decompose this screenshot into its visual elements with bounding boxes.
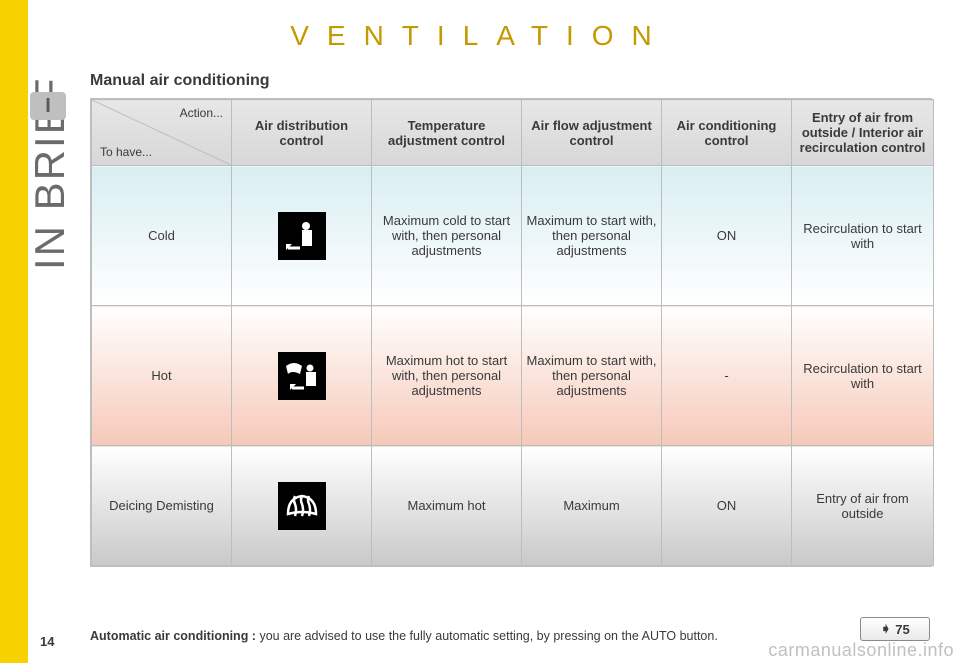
col-header: Air distribution control <box>232 100 372 166</box>
col-header: Air ﬂow adjustment control <box>522 100 662 166</box>
cell-text: Maximum to start with, then personal adj… <box>522 166 662 306</box>
accent-sidebar <box>0 0 28 663</box>
footnote-bold: Automatic air conditioning : <box>90 629 256 643</box>
cell-text: ON <box>662 446 792 566</box>
page-reference-link[interactable]: ➧ 75 <box>860 617 930 641</box>
table-header-row: Action... To have... Air distribution co… <box>92 100 934 166</box>
ventilation-table: Action... To have... Air distribution co… <box>90 98 932 567</box>
footnote: Automatic air conditioning : you are adv… <box>90 628 810 645</box>
col-header: Air conditioning control <box>662 100 792 166</box>
page-title: VENTILATION <box>0 20 960 52</box>
cell-text: Entry of air from outside <box>792 446 934 566</box>
table-row: Hot Maximum hot to start with, then pers… <box>92 306 934 446</box>
section-chip: I <box>30 92 66 120</box>
table-row: Cold Maximum cold to start with, then pe… <box>92 166 934 306</box>
defrost-icon <box>278 482 326 530</box>
windscreen-footwell-icon <box>278 352 326 400</box>
cell-text: Maximum to start with, then personal adj… <box>522 306 662 446</box>
cell-text: Recirculation to start with <box>792 166 934 306</box>
row-label-deicing: Deicing Demisting <box>92 446 232 566</box>
page-number: 14 <box>40 634 54 649</box>
table-row: Deicing Demisting Maximum hot Maximum ON… <box>92 446 934 566</box>
ref-page-number: 75 <box>895 622 909 637</box>
cell-text: Maximum hot <box>372 446 522 566</box>
footwell-icon <box>278 212 326 260</box>
cell-icon <box>232 306 372 446</box>
diag-tohave-label: To have... <box>100 145 152 159</box>
cell-text: Maximum hot to start with, then personal… <box>372 306 522 446</box>
footnote-text: you are advised to use the fully automat… <box>256 629 718 643</box>
cell-text: Maximum cold to start with, then persona… <box>372 166 522 306</box>
cell-text: - <box>662 306 792 446</box>
cell-text: Recirculation to start with <box>792 306 934 446</box>
watermark: carmanualsonline.info <box>768 640 954 661</box>
row-label-hot: Hot <box>92 306 232 446</box>
table-diag-header: Action... To have... <box>92 100 232 166</box>
col-header: Temperature adjustment control <box>372 100 522 166</box>
row-label-cold: Cold <box>92 166 232 306</box>
diag-action-label: Action... <box>180 106 223 120</box>
cell-text: Maximum <box>522 446 662 566</box>
col-header: Entry of air from outside / Interior air… <box>792 100 934 166</box>
cell-icon <box>232 446 372 566</box>
cell-text: ON <box>662 166 792 306</box>
page-subtitle: Manual air conditioning <box>90 72 270 90</box>
arrow-icon: ➧ <box>880 621 891 637</box>
cell-icon <box>232 166 372 306</box>
